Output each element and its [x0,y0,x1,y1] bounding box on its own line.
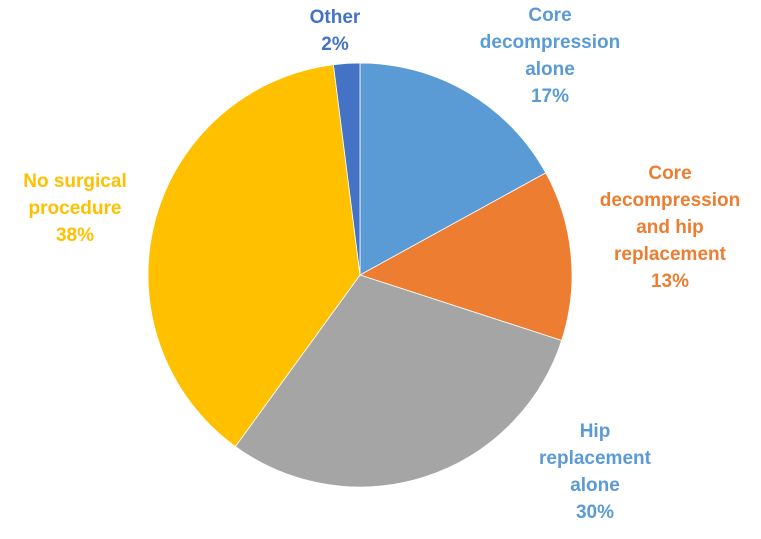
label-core-decompression-and-hip-replacement: Core decompression and hip replacement 1… [585,160,755,295]
pie-slice-core-decompression-alone [359,62,547,276]
pie-slice-no-surgical-procedure [147,64,361,448]
label-line: decompression [599,190,741,211]
label-line: alone [570,475,620,496]
label-line: alone [525,59,575,80]
label-line: and hip [636,217,704,238]
label-value: 38% [55,225,95,246]
label-no-surgical-procedure: No surgical procedure 38% [5,168,145,249]
label-line: Core [528,5,572,26]
label-line: decompression [479,32,621,53]
label-value: 2% [321,34,349,55]
label-other: Other 2% [290,4,380,58]
label-value: 30% [575,502,615,523]
label-line: replacement [614,244,726,265]
label-core-decompression-alone: Core decompression alone 17% [470,2,630,110]
label-value: 13% [650,271,690,292]
label-value: 17% [530,86,570,107]
pie-slice-core-decompression-and-hip-replacement [358,172,573,342]
label-line: Hip [579,421,611,442]
label-line: procedure [28,198,122,219]
leader-line-hip-replacement-alone [387,466,449,484]
label-line: No surgical [23,171,127,192]
pie-slice-other [332,62,361,276]
label-line: replacement [539,448,651,469]
pie-slice-hip-replacement-alone [234,274,563,488]
label-hip-replacement-alone: Hip replacement alone 30% [515,418,675,526]
label-line: Core [648,163,692,184]
label-line: Other [309,7,361,28]
